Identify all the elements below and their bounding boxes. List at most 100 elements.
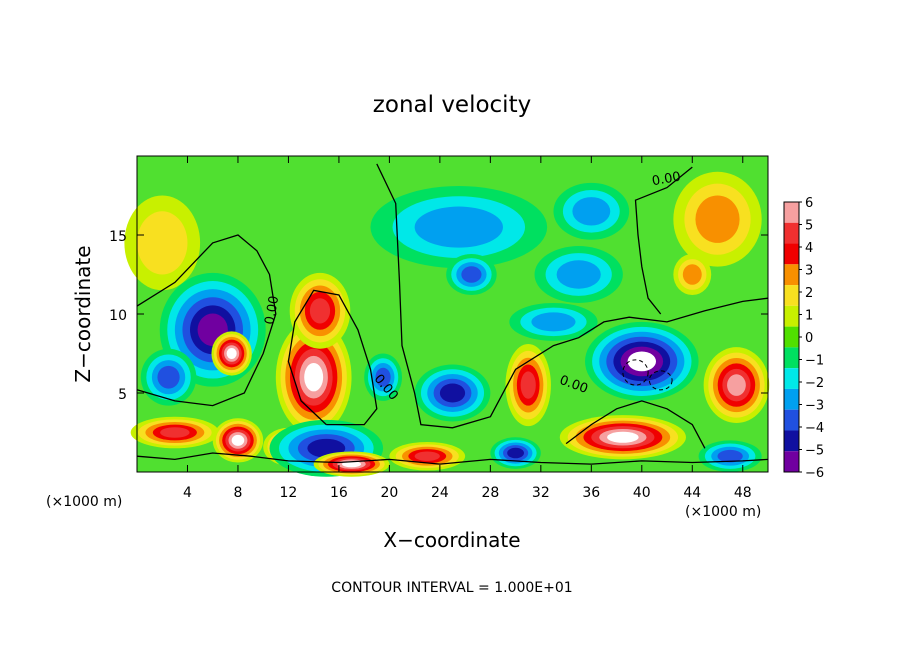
field-feature — [124, 195, 201, 291]
field-level — [531, 312, 576, 332]
field-feature — [370, 186, 548, 269]
colorbar-band — [784, 347, 799, 369]
field-level — [461, 266, 482, 283]
field-level — [727, 374, 746, 396]
field-feature — [490, 437, 541, 469]
field-feature — [673, 253, 712, 296]
y-tick-label: 15 — [109, 229, 127, 245]
zero-contour-line — [376, 163, 769, 429]
field-level — [614, 434, 631, 441]
x-tick-label: 44 — [683, 485, 701, 501]
y-axis-ticks: 5 10 15 — [109, 229, 768, 403]
velocity-field — [124, 156, 770, 477]
colorbar-band — [784, 202, 799, 223]
y-tick-label: 5 — [118, 387, 127, 403]
field-level — [695, 195, 740, 243]
x-tick-label: 12 — [280, 485, 298, 501]
negative-contour-line — [648, 370, 673, 391]
colorbar-label: 1 — [805, 309, 813, 324]
field-feature — [673, 171, 762, 267]
colorbar-label: 4 — [805, 241, 813, 256]
zero-contour-line — [136, 452, 769, 465]
field-level — [346, 462, 357, 466]
field-feature — [505, 344, 551, 427]
zero-contour-line — [136, 234, 277, 407]
x-tick-label: 24 — [431, 485, 449, 501]
field-level — [157, 365, 180, 389]
field-level — [137, 211, 188, 275]
field-feature — [212, 418, 264, 463]
contour-label: 0.00 — [651, 170, 682, 190]
colorbar-label: −2 — [805, 376, 824, 391]
field-level — [375, 367, 391, 387]
colorbar-band — [784, 368, 799, 389]
x-unit-left: (×1000 m) — [46, 494, 122, 510]
x-tick-label: 28 — [481, 485, 499, 501]
y-tick-label: 10 — [109, 308, 127, 324]
colorbar-band — [784, 285, 799, 306]
field-level — [234, 437, 242, 444]
colorbar-label: 6 — [805, 196, 813, 211]
colorbar-band — [784, 222, 799, 244]
field-feature — [703, 347, 770, 424]
colorbar-label: 0 — [805, 331, 813, 346]
colorbar-label: −4 — [805, 421, 824, 436]
field-level — [308, 370, 319, 385]
zero-contour-line — [565, 400, 706, 449]
x-tick-label: 36 — [582, 485, 600, 501]
zero-contour-line — [287, 289, 378, 426]
contour-label: 0.00 — [262, 295, 282, 326]
field-feature — [559, 415, 686, 460]
colorbar-label: −5 — [805, 444, 824, 459]
x-tick-label: 48 — [734, 485, 752, 501]
x-unit-right: (×1000 m) — [685, 504, 761, 520]
y-axis-label: Z−coordinate — [71, 245, 95, 382]
x-tick-label: 4 — [183, 485, 192, 501]
colorbar-band — [784, 243, 799, 265]
field-level — [309, 298, 331, 324]
colorbar-label: −1 — [805, 354, 824, 369]
field-level — [439, 383, 466, 403]
field-feature — [289, 272, 351, 349]
x-tick-label: 40 — [633, 485, 651, 501]
colorbar-label: −3 — [805, 399, 824, 414]
field-feature — [389, 441, 466, 471]
field-feature — [211, 331, 252, 376]
x-tick-label: 32 — [532, 485, 550, 501]
field-feature — [414, 364, 491, 422]
field-level — [556, 260, 601, 289]
negative-contour-line — [622, 359, 649, 386]
colorbar-label: 5 — [805, 219, 813, 234]
field-feature — [446, 253, 497, 296]
field-feature — [313, 451, 390, 477]
field-feature — [553, 182, 630, 240]
chart-title: zonal velocity — [373, 92, 531, 118]
field-feature — [534, 246, 623, 303]
field-feature — [130, 416, 220, 449]
field-feature — [275, 320, 352, 435]
field-level — [414, 451, 440, 461]
x-tick-label: 8 — [233, 485, 242, 501]
field-level — [229, 350, 235, 357]
colorbar-label: 2 — [805, 286, 813, 301]
field-level — [414, 206, 503, 248]
field-level — [572, 197, 611, 226]
x-tick-label: 16 — [330, 485, 348, 501]
x-tick-label: 20 — [380, 485, 398, 501]
field-level — [520, 371, 536, 399]
colorbar-band — [784, 430, 799, 452]
colorbar-label: 3 — [805, 264, 813, 279]
colorbar-band — [784, 451, 799, 472]
colorbar-band — [784, 305, 799, 327]
colorbar-band — [784, 409, 799, 431]
colorbar-label: −6 — [805, 466, 824, 481]
field-level — [717, 449, 743, 463]
x-axis-ticks: 4 8 12 16 20 24 28 32 36 40 44 48 — [183, 156, 752, 501]
colorbar-band — [784, 388, 799, 410]
field-level — [507, 447, 525, 459]
zero-contours: 0.000.00 0.000.00 — [136, 163, 769, 465]
field-feature — [140, 348, 197, 406]
colorbar-band — [784, 264, 799, 286]
colorbar: 6 5 4 3 2 1 0 −1 −2 −3 −4 −5 −6 — [783, 196, 824, 481]
